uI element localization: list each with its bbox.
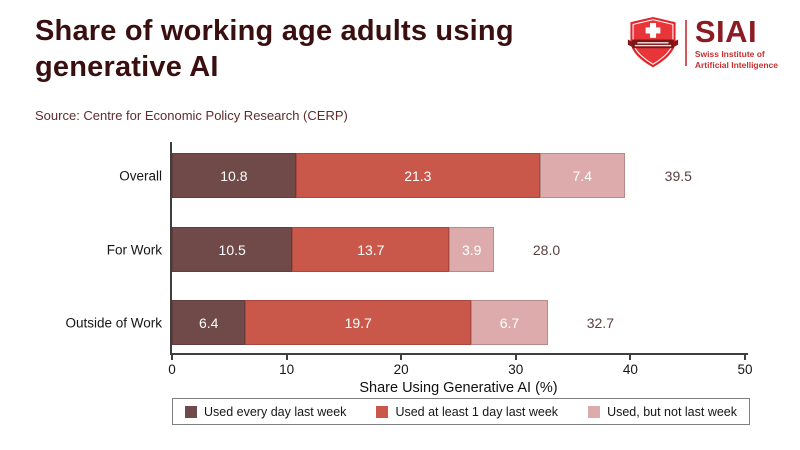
shield-icon (627, 17, 678, 68)
x-tick (400, 355, 403, 360)
bar-total-label: 39.5 (664, 167, 692, 184)
x-tick (514, 355, 517, 360)
logo-acronym: SIAI (694, 13, 758, 49)
bar-segment: 6.4 (172, 300, 246, 345)
x-tick-label: 50 (737, 362, 753, 377)
category-label: Overall (119, 168, 162, 183)
category-label: Outside of Work (65, 315, 162, 330)
x-tick-label: 20 (393, 362, 409, 377)
bar-segment: 21.3 (295, 153, 540, 198)
x-axis-title: Share Using Generative AI (%) (359, 380, 558, 396)
logo-name: Swiss Institute of Artificial Intelligen… (694, 48, 778, 70)
x-tick (285, 355, 288, 360)
page-title: Share of working age adults using genera… (35, 14, 514, 86)
x-axis-line (170, 353, 748, 355)
x-tick (629, 355, 632, 360)
bar-segment: 7.4 (539, 153, 625, 198)
bar-segment: 6.7 (471, 300, 548, 345)
legend-swatch-dark (185, 405, 197, 418)
legend-label: Used, but not last week (607, 404, 737, 419)
legend-item: Used every day last week (185, 405, 346, 419)
legend-label: Used every day last week (204, 404, 347, 419)
bar-segment: 10.5 (172, 227, 293, 272)
bar-segment: 10.8 (172, 153, 296, 198)
bar-total-label: 28.0 (532, 241, 561, 258)
x-tick-label: 30 (508, 362, 524, 377)
x-tick-label: 40 (622, 362, 638, 377)
logo-divider (684, 20, 687, 66)
legend-item: Used, but not last week (588, 405, 737, 419)
source-note: Source: Centre for Economic Policy Resea… (35, 108, 348, 123)
page-title-line2: generative AI (35, 50, 219, 83)
x-tick (744, 355, 746, 360)
page-title-line1: Share of working age adults using (35, 15, 514, 47)
bar-row-for-work: For Work 10.5 13.7 3.9 28.0 (107, 227, 560, 272)
legend: Used every day last week Used at least 1… (172, 398, 750, 425)
category-label: For Work (106, 242, 162, 257)
x-tick (171, 355, 173, 360)
bar-segment: 3.9 (449, 227, 495, 272)
legend-swatch-red (376, 405, 389, 418)
bar-segment: 19.7 (245, 300, 472, 345)
y-axis-line (170, 142, 172, 355)
legend-swatch-pink (588, 405, 601, 418)
logo-text: SIAI Swiss Institute of Artificial Intel… (695, 16, 778, 70)
legend-item: Used at least 1 day last week (376, 405, 558, 419)
siai-logo: SIAI Swiss Institute of Artificial Intel… (627, 15, 778, 71)
bar-chart: Overall 10.8 21.3 7.4 39.5 For Work 10.5… (65, 142, 753, 396)
bar-segment: 13.7 (292, 227, 450, 272)
x-tick-label: 0 (168, 362, 176, 377)
legend-label: Used at least 1 day last week (395, 404, 559, 419)
x-tick-label: 10 (279, 362, 295, 377)
bar-total-label: 32.7 (586, 314, 614, 331)
bar-row-outside-of-work: Outside of Work 6.4 19.7 6.7 32.7 (65, 300, 614, 345)
bar-row-overall: Overall 10.8 21.3 7.4 39.5 (119, 153, 692, 198)
